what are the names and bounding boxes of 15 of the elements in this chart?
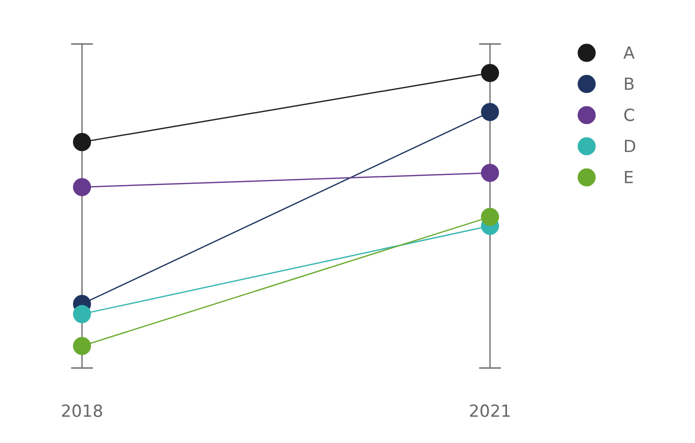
point [72, 305, 92, 324]
point [480, 164, 500, 182]
legend-label: C [624, 108, 634, 122]
legend-label: D [624, 140, 636, 152]
point [72, 336, 92, 356]
legend-label: A [623, 46, 635, 59]
x-tick-label: 2021 [470, 404, 510, 418]
point [480, 208, 500, 226]
point [480, 64, 500, 82]
point [72, 133, 92, 152]
point [72, 178, 92, 196]
point [480, 103, 500, 122]
legend-label: E [624, 171, 633, 184]
x-tick-label: 2018 [62, 404, 102, 418]
legend-label: B [624, 78, 634, 90]
